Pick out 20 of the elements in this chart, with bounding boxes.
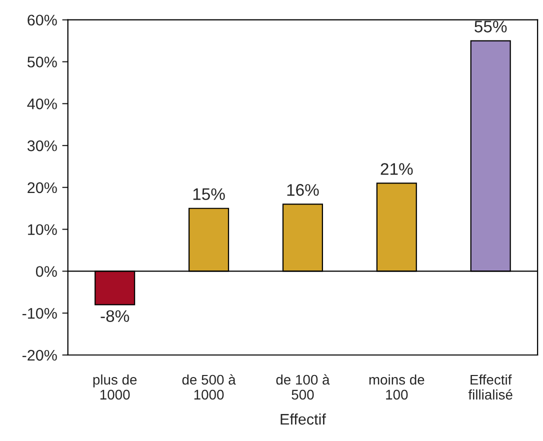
x-tick-label: de 500 à 1000 (182, 374, 236, 400)
data-label: -8% (100, 310, 130, 322)
y-tick-label: -20% (22, 350, 57, 361)
data-label: 55% (474, 20, 507, 32)
data-label: 21% (380, 163, 413, 175)
y-tick-label: 0% (36, 266, 57, 277)
x-tick-label: moins de 100 (369, 374, 424, 400)
x-tick-label: de 100 à 500 (276, 374, 330, 400)
x-axis-title: Effectif (280, 413, 326, 425)
y-tick-label: 20% (28, 182, 57, 194)
y-tick-label: 60% (28, 14, 57, 26)
y-tick-label: 10% (28, 224, 57, 236)
y-tick-label: 30% (27, 140, 57, 152)
data-label: 16% (287, 184, 319, 196)
y-tick-label: 40% (27, 98, 57, 110)
x-tick-label: Effectif fillialisé (468, 374, 512, 400)
data-label: 15% (193, 188, 225, 200)
y-tick-label: -10% (22, 308, 57, 319)
x-tick-label: plus de 1000 (93, 374, 137, 400)
y-tick-label: 50% (27, 56, 57, 68)
